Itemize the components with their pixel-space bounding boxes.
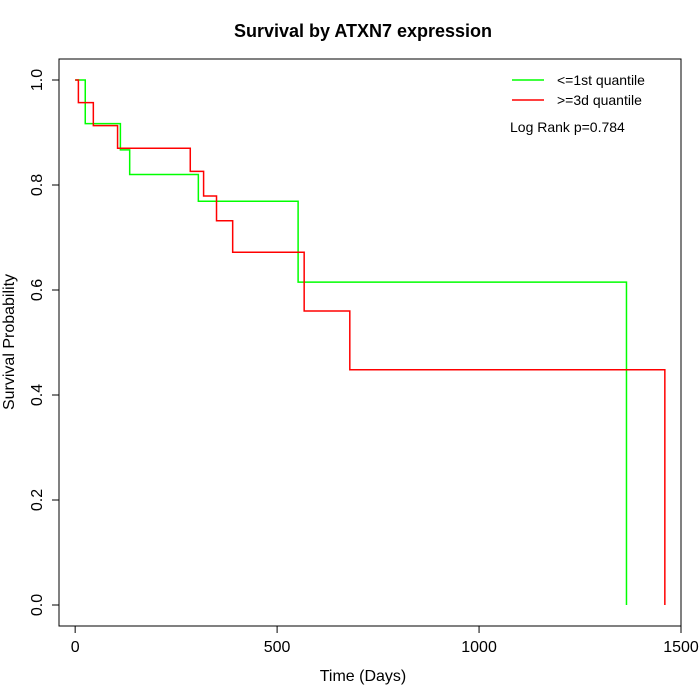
x-tick-label: 500 xyxy=(264,639,291,656)
y-axis: 0.0 0.2 0.4 0.6 0.8 1.0 xyxy=(29,69,59,616)
series-layer xyxy=(75,79,666,605)
y-axis-label: Survival Probability xyxy=(1,274,18,410)
chart-title: Survival by ATXN7 expression xyxy=(234,21,492,41)
legend: <=1st quantile >=3d quantile xyxy=(512,72,645,108)
legend-label: >=3d quantile xyxy=(557,92,642,108)
survival-curve xyxy=(75,79,628,605)
legend-label: <=1st quantile xyxy=(557,72,645,88)
x-axis-label: Time (Days) xyxy=(320,668,407,685)
x-tick-label: 0 xyxy=(71,639,80,656)
y-tick-label: 0.0 xyxy=(29,594,46,616)
y-tick-label: 1.0 xyxy=(29,69,46,91)
survival-curve xyxy=(75,79,666,605)
x-tick-label: 1000 xyxy=(461,639,497,656)
log-rank-annotation: Log Rank p=0.784 xyxy=(510,119,625,135)
y-tick-label: 0.2 xyxy=(29,489,46,511)
y-tick-label: 0.8 xyxy=(29,174,46,196)
plot-frame xyxy=(58,58,682,627)
x-tick-label: 1500 xyxy=(663,639,699,656)
y-tick-label: 0.4 xyxy=(29,384,46,406)
y-tick-label: 0.6 xyxy=(29,279,46,301)
x-axis: 0 500 1000 1500 xyxy=(71,626,699,656)
